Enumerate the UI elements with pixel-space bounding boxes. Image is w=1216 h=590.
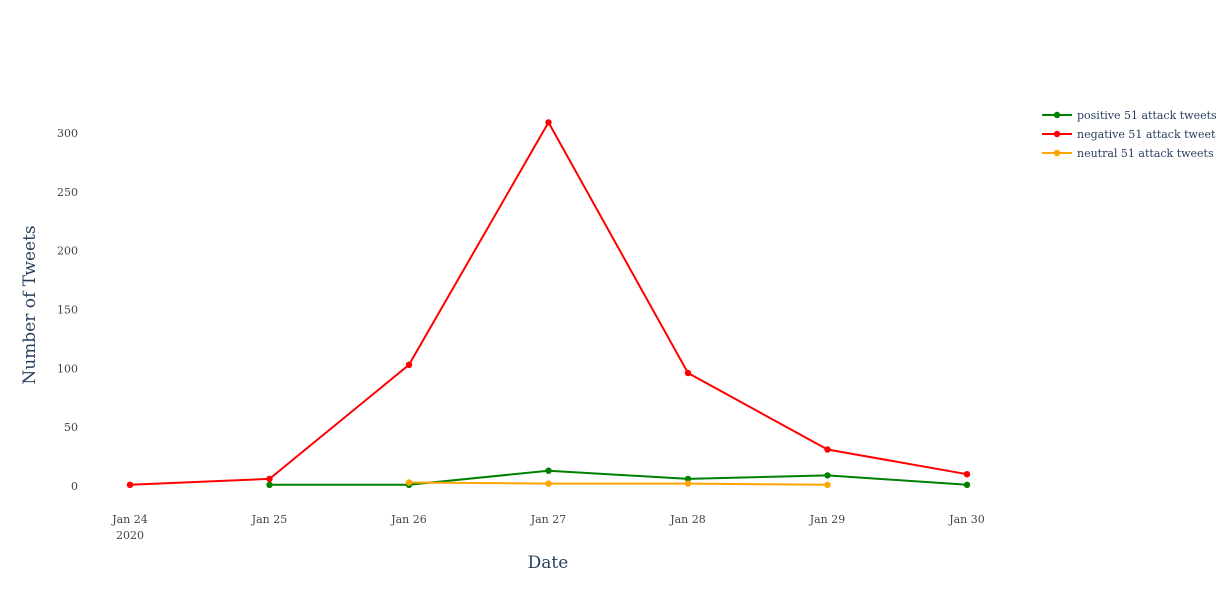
series-layer [126,119,971,488]
data-point[interactable] [963,471,971,478]
data-point[interactable] [824,472,831,479]
y-tick-label: 100 [57,362,78,375]
x-tick-year-label: 2020 [116,529,144,542]
data-point[interactable] [824,446,831,453]
data-point[interactable] [684,475,692,483]
data-point[interactable] [963,481,971,488]
data-point[interactable] [545,119,552,126]
x-tick-label: Jan 25 [251,513,288,526]
x-tick-label: Jan 27 [530,513,567,526]
legend-item[interactable]: negative 51 attack tweets [1042,128,1216,141]
data-point[interactable] [266,481,273,488]
series-line [129,121,968,486]
data-point[interactable] [684,480,692,487]
series-positive [266,467,971,488]
x-tick-label: Jan 29 [809,513,846,526]
data-point[interactable] [545,480,552,487]
series-neutral [405,479,831,488]
x-tick-label: Jan 28 [669,513,706,526]
series-line [408,481,828,486]
y-tick-label: 150 [57,304,78,317]
data-point[interactable] [266,475,273,483]
y-tick-label: 50 [64,421,78,434]
data-point[interactable] [545,467,552,474]
y-tick-label: 0 [71,480,78,493]
x-tick-label: Jan 26 [390,513,427,526]
legend-swatch-marker [1053,130,1061,138]
y-tick-label: 250 [57,186,78,199]
data-point[interactable] [684,369,692,377]
y-tick-label: 200 [57,245,78,258]
legend-label: neutral 51 attack tweets [1077,147,1214,160]
legend-swatch-marker [1053,149,1061,157]
legend-label: positive 51 attack tweets [1077,109,1216,122]
y-axis-title: Number of Tweets [20,225,40,384]
data-point[interactable] [405,361,413,368]
x-axis-ticks: Jan 24 Jan 25 Jan 26 Jan 27 Jan 28 Jan 29 Jan … [111,513,985,542]
y-tick-label: 300 [57,127,78,140]
legend-item[interactable]: neutral 51 attack tweets [1042,147,1214,160]
data-point[interactable] [405,479,413,486]
x-tick-label: Jan 24 [111,513,148,526]
x-axis-title: Date [528,553,569,573]
legend-item[interactable]: positive 51 attack tweets [1042,109,1216,122]
legend-label: negative 51 attack tweets [1077,128,1216,141]
data-point[interactable] [126,481,134,488]
series-line [269,469,968,486]
series-negative [126,119,971,488]
x-tick-label: Jan 30 [948,513,985,526]
data-point[interactable] [824,481,831,488]
y-axis-ticks: 0 50 100 150 200 250 300 [57,127,78,493]
legend[interactable]: positive 51 attack tweets negative 51 att… [1042,109,1216,160]
legend-swatch-marker [1053,111,1061,119]
